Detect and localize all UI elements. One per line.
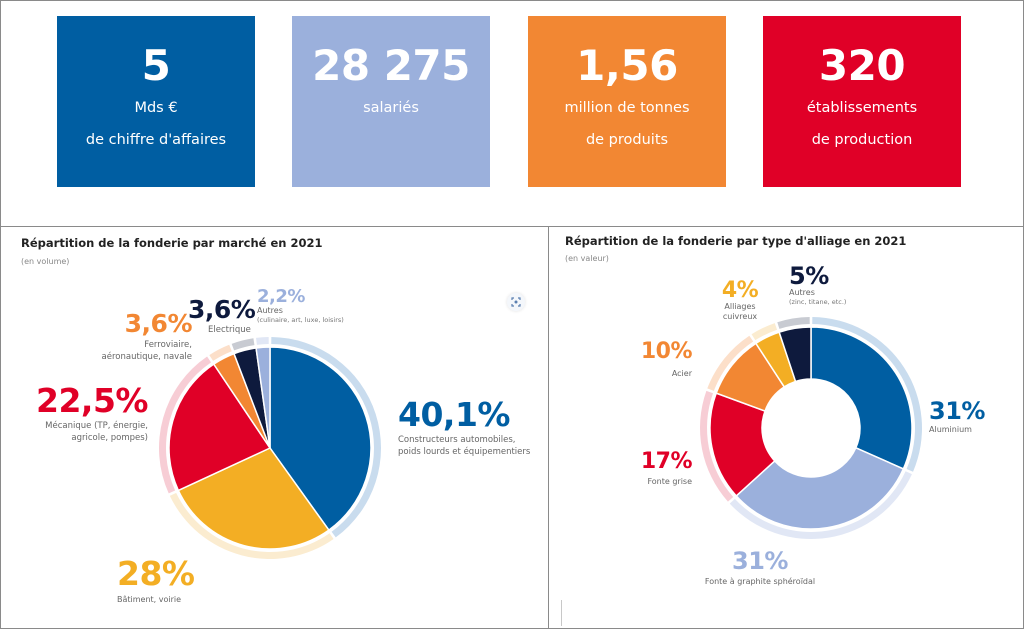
kpi-card-plants: 320 établissements de production: [763, 16, 961, 187]
slice-desc: poids lourds et équipementiers: [398, 447, 531, 457]
pie-ring-segment: [209, 344, 232, 361]
focus-expand-icon: [511, 297, 521, 307]
slice-percent: 2,2%: [257, 286, 305, 307]
chart-subtitle-alloy: (en valeur): [565, 254, 609, 263]
pie-slice-aluminium[interactable]: [810, 326, 913, 470]
slice-label-rail: 3,6% Ferroviaire, aéronautique, navale: [92, 309, 193, 363]
chart-title-market: Répartition de la fonderie par marché en…: [21, 236, 323, 250]
slice-label-automobile: 40,1% Constructeurs automobiles, poids l…: [398, 398, 530, 458]
slice-desc: Autres: [257, 306, 283, 315]
slice-label-grey-iron: 17% Fonte grise: [620, 449, 693, 488]
slice-desc: Mécanique (TP, énergie,: [45, 421, 148, 431]
slice-label-copper: 4% Alliages cuivreux: [710, 280, 770, 322]
slice-desc: Acier: [671, 369, 692, 378]
kpi-value: 1,56: [576, 41, 678, 90]
slice-desc: (culinaire, art, luxe, loisirs): [257, 316, 344, 324]
pie-ring-segment: [812, 317, 922, 472]
slice-label-building: 28% Bâtiment, voirie: [117, 557, 195, 606]
slice-percent: 3,6%: [188, 295, 256, 324]
slice-desc: Ferroviaire,: [144, 340, 192, 350]
slice-desc: (zinc, titane, etc.): [789, 298, 847, 306]
pie-slice-autres-culinaire-art-luxe-loisirs[interactable]: [255, 346, 271, 449]
slice-percent: 5%: [789, 262, 829, 290]
pie-slice-fonte-graphite-sph-ro-dal[interactable]: [735, 446, 905, 530]
kpi-caption: de chiffre d'affaires: [85, 132, 227, 148]
slice-label-other: 2,2% Autres (culinaire, art, luxe, loisi…: [257, 288, 344, 325]
chart-title-alloy: Répartition de la fonderie par type d'al…: [565, 234, 907, 248]
kpi-unit: million de tonnes: [564, 100, 690, 116]
slice-desc: Autres: [789, 288, 815, 297]
slice-percent: 31%: [929, 397, 985, 425]
kpi-value: 320: [818, 41, 906, 90]
kpi-unit: établissements: [806, 100, 918, 116]
pie-ring-segment: [707, 335, 754, 391]
pie-ring-segment: [751, 323, 778, 341]
focus-mode-button[interactable]: [507, 293, 525, 311]
pie-ring-segment: [256, 337, 269, 345]
kpi-card-tonnage: 1,56 million de tonnes de produits: [528, 16, 726, 187]
slice-desc: Fonte à graphite sphéroïdal: [704, 577, 816, 586]
slice-percent: 17%: [640, 449, 693, 474]
slice-percent: 28%: [117, 554, 195, 593]
slice-label-sg-iron: 31% Fonte à graphite sphéroïdal: [690, 549, 830, 588]
divider-horizontal: [0, 226, 1024, 227]
kpi-caption: de produits: [585, 132, 669, 148]
slice-label-electric: 3,6% Electrique: [188, 295, 256, 336]
slice-label-aluminium: 31% Aluminium: [929, 399, 985, 436]
pie-ring-segment: [700, 390, 734, 502]
kpi-caption: de production: [811, 132, 913, 148]
slice-label-steel: 10% Acier: [620, 339, 693, 380]
slice-percent: 22,5%: [36, 381, 149, 420]
slice-desc: Alliages: [724, 302, 756, 311]
pie-ring-segment: [159, 356, 212, 494]
pie-chart-alloy: [700, 317, 922, 539]
kpi-card-revenue: 5 Mds € de chiffre d'affaires: [57, 16, 255, 187]
kpi-card-employees: 28 275 salariés: [292, 16, 490, 187]
pie-ring-segment: [729, 471, 912, 539]
slice-desc: cuivreux: [722, 312, 758, 321]
slice-desc: Bâtiment, voirie: [117, 595, 182, 604]
slice-percent: 4%: [721, 278, 759, 303]
slice-desc: Aluminium: [929, 425, 972, 434]
kpi-value: 28 275: [312, 41, 470, 90]
pie-ring-segment: [777, 317, 810, 329]
slice-percent: 31%: [732, 547, 788, 575]
kpi-unit: salariés: [363, 100, 419, 116]
kpi-value: 5: [141, 41, 171, 90]
kpi-unit: Mds €: [134, 100, 178, 116]
slice-desc: agricole, pompes): [71, 433, 148, 443]
slice-label-other-alloy: 5% Autres (zinc, titane, etc.): [789, 264, 846, 307]
slice-percent: 40,1%: [398, 395, 511, 434]
pie-ring-segment: [231, 338, 255, 351]
slice-percent: 3,6%: [124, 309, 193, 338]
divider-vertical: [548, 226, 549, 629]
pie-slice-m-canique-tp-nergie-agricole-pompes[interactable]: [168, 363, 272, 492]
chart-subtitle-market: (en volume): [21, 257, 70, 266]
pie-slice-autres-zinc-titane-etc[interactable]: [778, 326, 812, 383]
slice-label-mechanics: 22,5% Mécanique (TP, énergie, agricole, …: [24, 381, 149, 444]
slice-desc: Constructeurs automobiles,: [398, 435, 516, 445]
slice-percent: 10%: [640, 339, 693, 364]
pie-slice-constructeurs-automobiles-poids-lourds-et-quipementiers[interactable]: [269, 346, 372, 532]
pie-chart-market: [159, 337, 382, 559]
text-cursor: [561, 600, 562, 626]
slice-desc: Fonte grise: [647, 477, 692, 486]
slice-desc: aéronautique, navale: [101, 352, 192, 362]
slice-desc: Electrique: [208, 325, 251, 335]
